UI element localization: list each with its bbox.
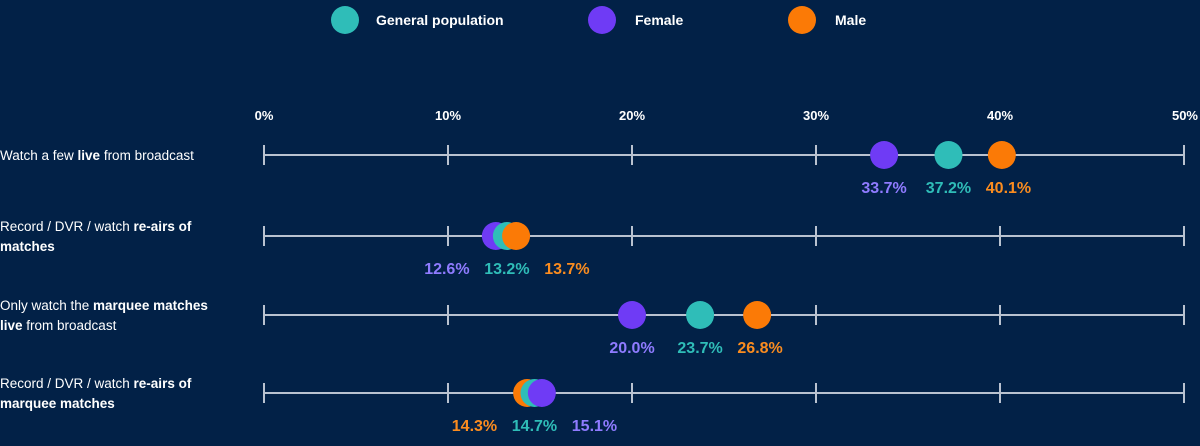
- data-point-general: [686, 301, 715, 329]
- data-point-female: [618, 301, 646, 329]
- chart-row: Watch a few live from broadcast 33.7% 37.2…: [0, 141, 1185, 197]
- row-label-part: Record / DVR / watch: [0, 219, 134, 234]
- tick-label: 20%: [619, 108, 645, 123]
- tick-label: 10%: [435, 108, 461, 123]
- row-label-part: from broadcast: [100, 148, 194, 163]
- legend-label-female: Female: [635, 12, 683, 28]
- chart-row: Record / DVR / watch re-airs of matches 12…: [0, 219, 1185, 278]
- row-label-part: Watch a few: [0, 148, 78, 163]
- data-point-male: [743, 301, 772, 329]
- legend-swatch-general: [331, 6, 359, 34]
- value-label-female: 20.0%: [609, 340, 654, 357]
- row-label-part: live: [78, 148, 101, 163]
- tick-label: 0%: [255, 108, 274, 123]
- value-label-general: 14.7%: [512, 418, 557, 435]
- value-label-male: 13.7%: [544, 261, 589, 278]
- row-label: Only watch the marquee matches live from …: [0, 298, 208, 333]
- row-label-part: re-airs of: [134, 376, 192, 391]
- chart-rows: Watch a few live from broadcast 33.7% 37.2…: [0, 141, 1185, 435]
- chart-row: Only watch the marquee matches live from …: [0, 298, 1185, 357]
- data-point-male: [502, 222, 531, 250]
- value-label-female: 33.7%: [861, 180, 906, 197]
- legend-label-general: General population: [376, 12, 504, 28]
- legend: General population Female Male: [331, 6, 866, 34]
- legend-label-male: Male: [835, 12, 866, 28]
- data-point-female: [527, 379, 556, 407]
- row-label-part: marquee matches: [93, 298, 208, 313]
- row-label-part: re-airs of: [134, 219, 192, 234]
- value-label-general: 13.2%: [484, 261, 529, 278]
- value-label-general: 23.7%: [677, 340, 722, 357]
- value-label-general: 37.2%: [926, 180, 971, 197]
- data-point-male: [987, 141, 1016, 169]
- row-label-part: matches: [0, 239, 55, 254]
- row-label-part: marquee matches: [0, 396, 115, 411]
- row-label-part: Only watch the: [0, 298, 93, 313]
- chart-row: Record / DVR / watch re-airs of marquee m…: [0, 376, 1185, 435]
- row-label: Record / DVR / watch re-airs of matches: [0, 219, 192, 254]
- legend-swatch-female: [588, 6, 616, 34]
- row-label-part: Record / DVR / watch: [0, 376, 134, 391]
- value-label-male: 40.1%: [986, 180, 1031, 197]
- data-point-female: [870, 141, 899, 169]
- legend-swatch-male: [788, 6, 816, 34]
- data-point-general: [934, 141, 963, 169]
- row-label: Watch a few live from broadcast: [0, 148, 194, 163]
- row-label-part: live: [0, 318, 23, 333]
- tick-label: 50%: [1172, 108, 1198, 123]
- tick-label: 30%: [803, 108, 829, 123]
- tick-label: 40%: [987, 108, 1013, 123]
- value-label-female: 12.6%: [424, 261, 469, 278]
- row-label-part: from broadcast: [23, 318, 117, 333]
- value-label-female: 15.1%: [572, 418, 617, 435]
- value-label-male: 26.8%: [737, 340, 782, 357]
- x-axis-ticks: 0% 10% 20% 30% 40% 50%: [255, 108, 1199, 123]
- row-label: Record / DVR / watch re-airs of marquee m…: [0, 376, 192, 411]
- value-label-male: 14.3%: [452, 418, 497, 435]
